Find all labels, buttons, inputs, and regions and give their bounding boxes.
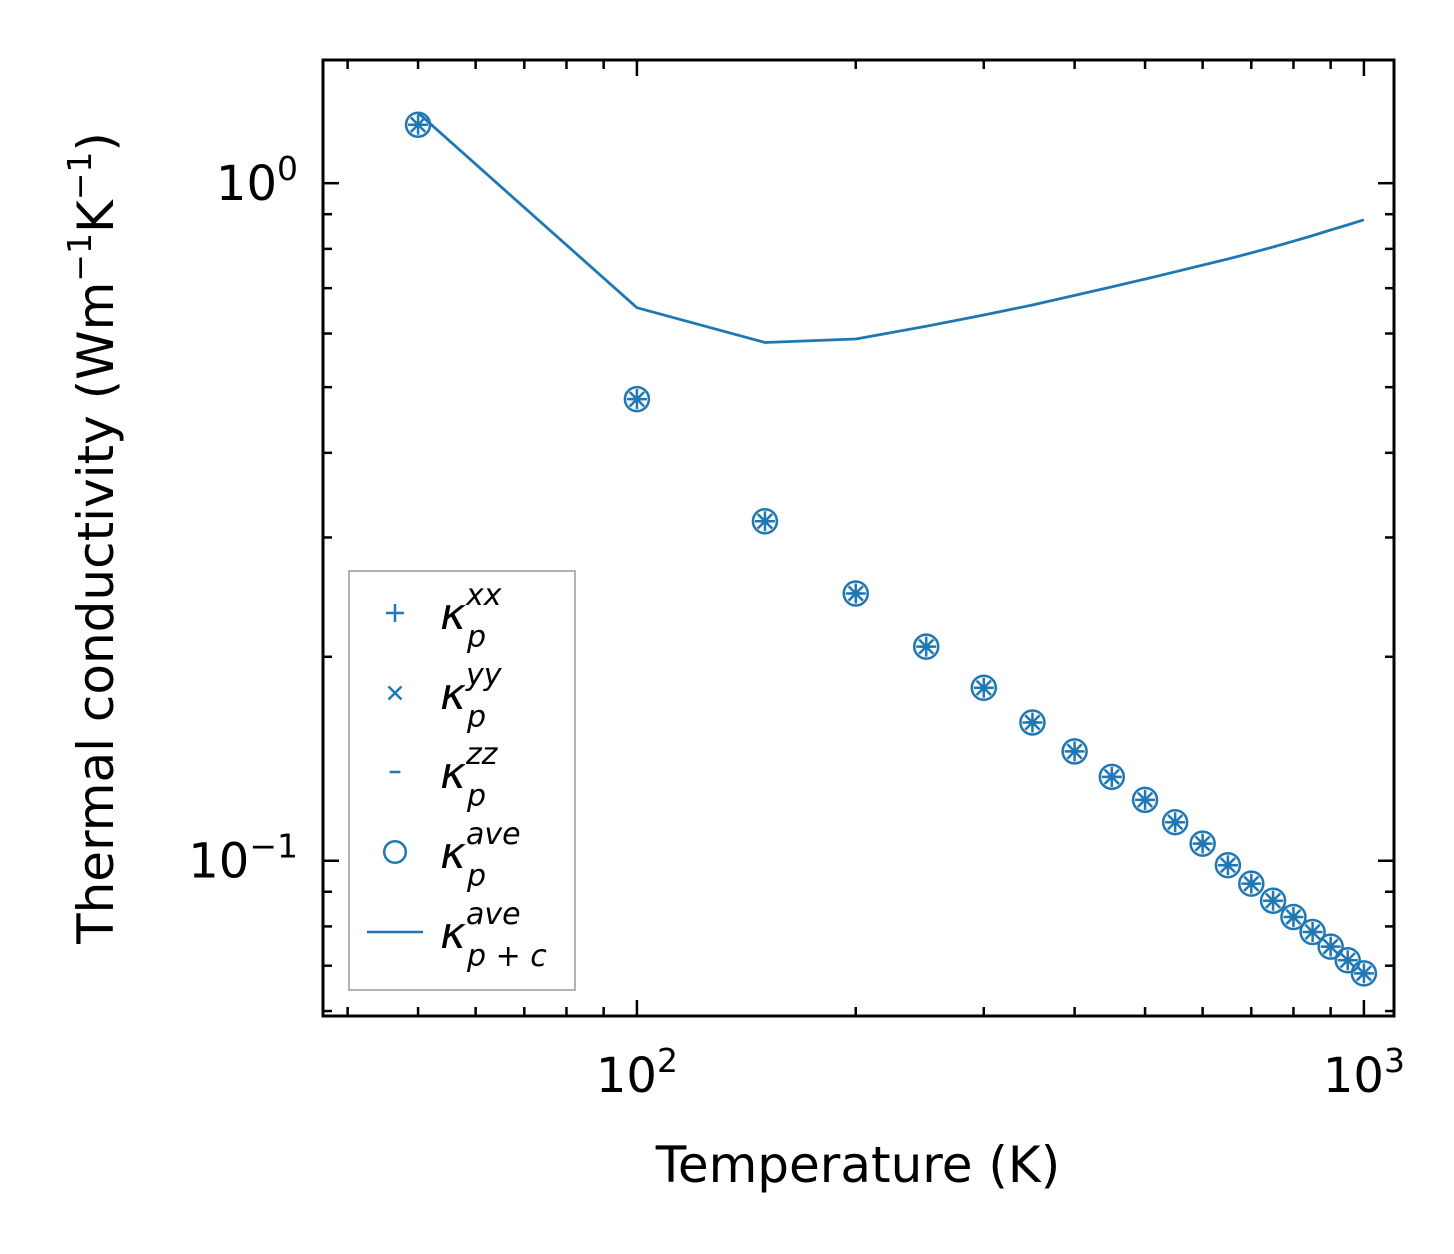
legend-label-subscript: p: [466, 779, 486, 814]
data-point-circle-ring: [1238, 870, 1265, 897]
legend-label-superscript: zz: [465, 737, 499, 772]
data-point-circle-ring: [1280, 903, 1307, 931]
legend-label-base: κ: [440, 828, 466, 879]
legend-marker-circle: [382, 839, 408, 865]
y-axis-label: Thermal conductivity (Wm−1K−1): [60, 132, 125, 945]
data-point-circle-ring: [1098, 763, 1126, 791]
legend-item: κyy p: [387, 658, 503, 735]
legend-label: κxx p: [440, 578, 502, 655]
data-point-circle-ring: [912, 633, 940, 660]
legend-label-subscript: p: [466, 620, 486, 655]
data-point-circle: [970, 674, 998, 702]
data-point-circle: [1131, 786, 1159, 814]
x-axis-label: Temperature (K): [655, 1136, 1060, 1194]
x-tick-label: 102: [596, 1041, 678, 1104]
data-point-circle: [1161, 808, 1189, 836]
data-point-circle: [1280, 903, 1307, 931]
y-axis-label-exponent: −1: [60, 152, 99, 201]
x-tick-label-exponent: 2: [657, 1041, 678, 1080]
series-3: [412, 123, 1370, 975]
data-point-circle-ring: [1019, 709, 1046, 736]
data-point-circle-ring: [842, 580, 870, 607]
data-point-circle: [623, 385, 651, 413]
y-tick-label-base: 10: [216, 156, 277, 212]
data-point-circle: [912, 633, 940, 660]
legend-label-superscript: ave: [466, 817, 521, 852]
plot-area-frame: [321, 58, 1396, 1018]
legend-item: κave p + c: [367, 897, 547, 974]
legend-label-base: κ: [440, 589, 466, 640]
data-point-circle-ring: [1259, 887, 1287, 914]
legend-label: κzz p: [440, 737, 499, 814]
legend-label: κave p: [440, 817, 521, 894]
y-tick-label-exponent: 0: [277, 149, 298, 188]
legend-label-base: κ: [440, 669, 466, 720]
legend-marker-plus: [386, 604, 404, 622]
data-point-circle: [751, 508, 779, 535]
legend-label-base: κ: [440, 748, 466, 799]
legend-marker-circle-ring: [382, 839, 408, 865]
data-point-circle: [1238, 870, 1265, 897]
data-point-circle: [1259, 887, 1287, 914]
legend-label-subscript: p: [466, 859, 486, 894]
legend-frame: [348, 570, 576, 991]
data-point-circle-ring: [1214, 851, 1242, 879]
legend-marker-x-cross: [387, 685, 403, 701]
data-point-circle-ring: [970, 674, 998, 702]
data-point-circle: [1098, 763, 1126, 791]
y-tick-label-exponent: −1: [249, 827, 298, 866]
data-point-circle: [1350, 960, 1378, 987]
legend-label-superscript: xx: [465, 578, 502, 613]
legend-label: κyy p: [440, 658, 503, 735]
data-point-circle-ring: [1061, 738, 1088, 765]
data-point-circle: [1019, 709, 1046, 736]
data-point-circle-ring: [1334, 947, 1361, 974]
data-point-circle-ring: [1161, 808, 1189, 836]
y-axis-label-exponent: −1: [60, 233, 99, 282]
y-tick-label: 100: [216, 149, 298, 212]
legend-label-base: κ: [440, 908, 466, 959]
legend-marker-x: [387, 685, 403, 701]
data-point-circle-ring: [1317, 933, 1344, 960]
y-axis-label-unit: K: [67, 199, 125, 233]
series-layer: [404, 111, 1378, 987]
data-point-circle-ring: [1131, 786, 1159, 814]
legend-label: κave p + c: [440, 897, 547, 974]
legend-label-superscript: yy: [465, 658, 503, 693]
data-point-circle-ring: [1189, 830, 1216, 857]
data-point-circle-ring: [1350, 960, 1378, 987]
series-line-kappa-p-plus-c-ave: [417, 111, 1365, 344]
data-point-circle: [1334, 947, 1361, 974]
legend-item: κzz p: [389, 737, 499, 814]
legend-label-superscript: ave: [466, 897, 521, 932]
x-tick-label-base: 10: [596, 1048, 657, 1104]
x-tick-label-base: 10: [1323, 1048, 1384, 1104]
data-point-circle: [1189, 830, 1216, 857]
data-point-circle: [1061, 738, 1088, 765]
series-5: [417, 111, 1365, 344]
data-point-circle-ring: [1299, 918, 1326, 946]
legend-marker-plus-plus: [386, 604, 404, 622]
y-axis-label-base: Thermal conductivity (Wm: [67, 282, 125, 945]
data-point-circle-ring: [623, 385, 651, 413]
data-point-circle: [1214, 851, 1242, 879]
data-point-circle: [1317, 933, 1344, 960]
x-tick-label-exponent: 3: [1384, 1041, 1405, 1080]
data-point-circle: [1299, 918, 1326, 946]
y-tick-label: 10−1: [188, 827, 298, 890]
data-point-circle: [842, 580, 870, 607]
series-4: [404, 111, 1378, 987]
legend-label-subscript: p: [466, 700, 486, 735]
y-tick-label-base: 10: [188, 834, 249, 890]
legend-item: κxx p: [386, 578, 502, 655]
data-point-circle-ring: [751, 508, 779, 535]
y-axis-label-close: ): [67, 132, 125, 152]
x-tick-label: 103: [1323, 1041, 1405, 1104]
legend-item: κave p: [382, 817, 521, 894]
legend-label-subscript: p + c: [466, 939, 547, 974]
